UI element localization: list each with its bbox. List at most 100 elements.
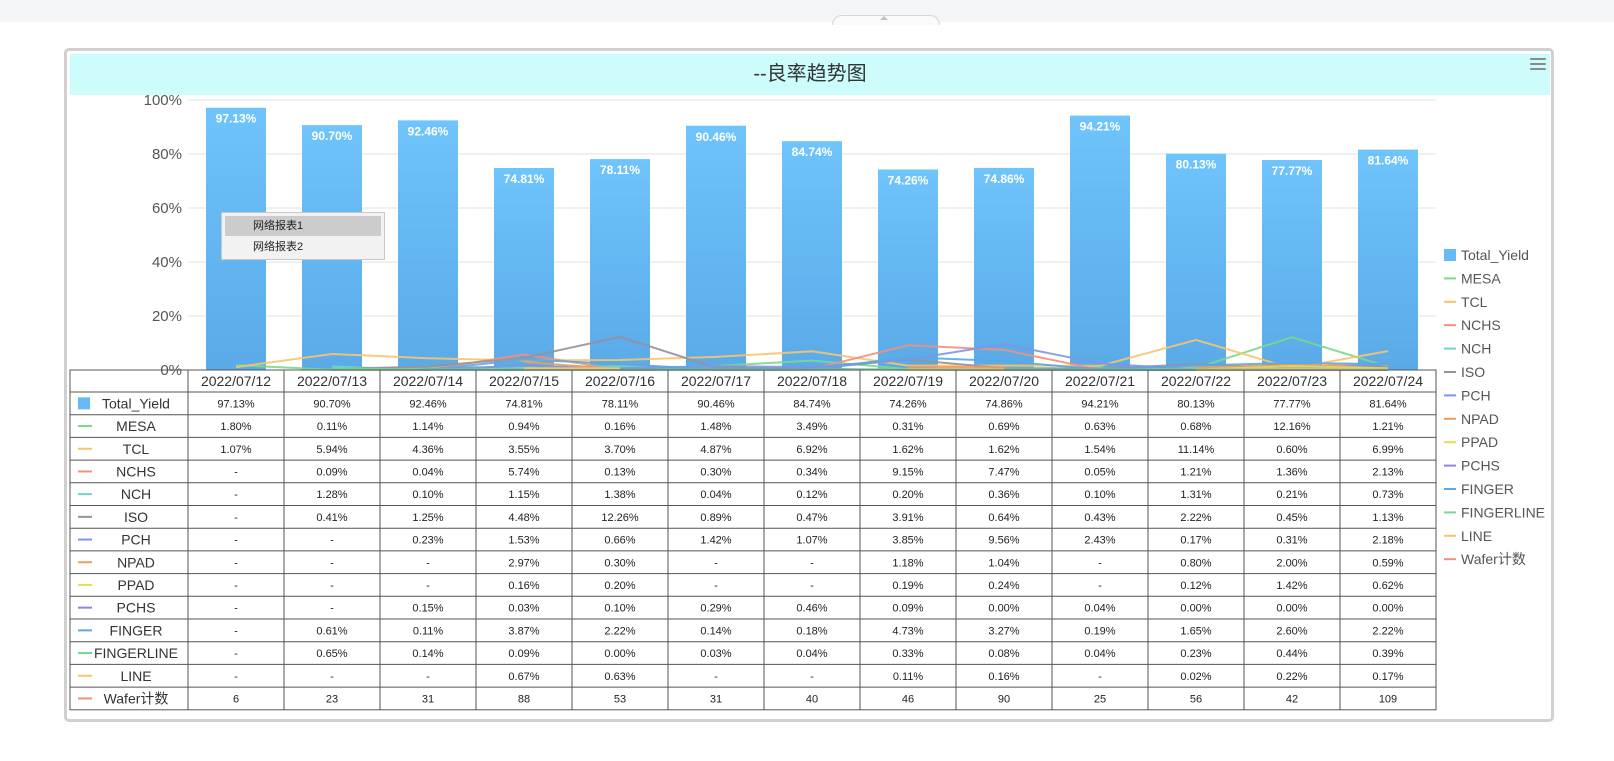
table-cell-value: - — [234, 557, 238, 569]
table-cell-value: - — [234, 625, 238, 637]
table-cell-value: 90.46% — [697, 398, 735, 410]
table-cell-value: 1.54% — [1084, 444, 1115, 456]
table-cell-value: 11.14% — [1178, 444, 1215, 456]
table-cell-value: 6.99% — [1372, 444, 1403, 456]
table-cell-value: 0.14% — [412, 648, 443, 660]
table-cell-value: 81.64% — [1369, 398, 1407, 410]
bar-data-label: 78.11% — [600, 163, 640, 177]
table-cell-value: 56 — [1190, 693, 1202, 705]
bar-data-label: 94.21% — [1080, 120, 1121, 134]
table-cell-value: 74.81% — [505, 398, 543, 410]
table-cell-value: 77.77% — [1273, 398, 1311, 410]
table-cell-value: 46 — [902, 693, 914, 705]
table-cell-value: 74.86% — [985, 398, 1023, 410]
table-cell-value: - — [330, 603, 334, 615]
table-cell-value: 1.80% — [220, 421, 251, 433]
context-menu-item-report1[interactable]: 网络报表1 — [225, 216, 381, 236]
bar — [974, 167, 1034, 370]
table-cell-value: 3.91% — [892, 512, 923, 524]
table-series-label: NCHS — [116, 463, 156, 479]
table-cell-value: 6 — [233, 693, 239, 705]
table-cell-value: 74.26% — [889, 398, 927, 410]
bar — [782, 141, 842, 370]
table-cell-value: 0.18% — [796, 625, 827, 637]
collapse-caret-icon[interactable] — [880, 16, 888, 20]
x-category-label: 2022/07/17 — [681, 373, 751, 389]
x-category-label: 2022/07/19 — [873, 373, 943, 389]
table-cell-value: 3.85% — [892, 535, 923, 547]
hamburger-menu-icon[interactable] — [1530, 58, 1546, 72]
series-line-finger — [331, 356, 1389, 371]
table-cell-value: 0.45% — [1276, 512, 1307, 524]
table-cell-value: 0.04% — [700, 489, 731, 501]
table-cell-value: 0.13% — [604, 466, 635, 478]
table-cell-value: 6.92% — [796, 444, 827, 456]
table-cell-value: 2.00% — [1276, 557, 1307, 569]
table-cell-value: 0.41% — [316, 512, 347, 524]
table-cell-value: 7.47% — [988, 466, 1019, 478]
table-cell-value: 0.29% — [700, 603, 731, 615]
table-cell-value: 0.03% — [700, 648, 731, 660]
table-cell-value: 0.00% — [604, 648, 635, 660]
table-cell-value: 0.24% — [988, 580, 1019, 592]
bar-data-label: 97.13% — [216, 112, 257, 126]
legend-item-label: PCH — [1461, 387, 1491, 403]
table-cell-value: - — [234, 648, 238, 660]
table-cell-value: 3.49% — [796, 421, 827, 433]
table-cell-value: 40 — [806, 693, 818, 705]
table-cell-value: - — [330, 580, 334, 592]
bar — [1358, 149, 1418, 370]
table-cell-value: 0.14% — [700, 625, 731, 637]
table-cell-value: 0.04% — [1084, 648, 1115, 660]
table-cell-value: 0.00% — [1276, 603, 1307, 615]
table-cell-value: - — [234, 535, 238, 547]
bar-data-label: 80.13% — [1176, 158, 1217, 172]
table-cell-value: 1.62% — [988, 444, 1019, 456]
table-cell-value: 97.13% — [217, 398, 255, 410]
series-line-tcl — [235, 338, 1389, 370]
bar-data-label: 74.86% — [984, 172, 1025, 186]
y-tick-label: 40% — [152, 254, 182, 271]
table-cell-value: - — [426, 671, 430, 683]
legend-item-label: PPAD — [1461, 434, 1498, 450]
table-series-label: Total_Yield — [102, 395, 170, 411]
table-cell-value: 0.19% — [1084, 625, 1115, 637]
table-cell-value: - — [810, 671, 814, 683]
table-cell-value: - — [234, 489, 238, 501]
legend-item-label: LINE — [1461, 528, 1492, 544]
table-cell-value: 1.15% — [508, 489, 539, 501]
table-cell-value: 2.22% — [1180, 512, 1211, 524]
legend-item-label: Total_Yield — [1461, 247, 1529, 263]
table-cell-value: 3.27% — [988, 625, 1019, 637]
legend-swatch-total_yield — [1444, 249, 1456, 261]
table-cell-value: 0.59% — [1372, 557, 1403, 569]
table-cell-value: - — [1098, 580, 1102, 592]
table-cell-value: 1.25% — [412, 512, 443, 524]
table-cell-value: 0.17% — [1180, 535, 1211, 547]
table-cell-value: - — [426, 580, 430, 592]
table-cell-value: - — [234, 603, 238, 615]
table-cell-value: 53 — [614, 693, 626, 705]
table-series-label: FINGERLINE — [94, 645, 178, 661]
table-cell-value: 0.10% — [412, 489, 443, 501]
table-cell-value: 0.00% — [1180, 603, 1211, 615]
table-cell-value: 3.70% — [604, 444, 635, 456]
table-cell-value: 0.09% — [892, 603, 923, 615]
x-category-label: 2022/07/16 — [585, 373, 655, 389]
table-cell-value: 0.04% — [412, 466, 443, 478]
table-cell-value: 1.28% — [316, 489, 347, 501]
x-category-label: 2022/07/22 — [1161, 373, 1231, 389]
table-series-label: NCH — [121, 486, 151, 502]
legend-item-label: Wafer计数 — [1461, 551, 1526, 567]
table-cell-value: 0.34% — [796, 466, 827, 478]
table-cell-value: 1.14% — [412, 421, 443, 433]
table-cell-value: 3.87% — [508, 625, 539, 637]
legend-item-label: NCH — [1461, 341, 1491, 357]
x-category-label: 2022/07/24 — [1353, 373, 1423, 389]
table-cell-value: 0.67% — [508, 671, 539, 683]
context-menu-item-report2[interactable]: 网络报表2 — [253, 241, 304, 253]
table-cell-value: 1.38% — [604, 489, 635, 501]
table-cell-value: 88 — [518, 693, 530, 705]
table-cell-value: 23 — [326, 693, 338, 705]
